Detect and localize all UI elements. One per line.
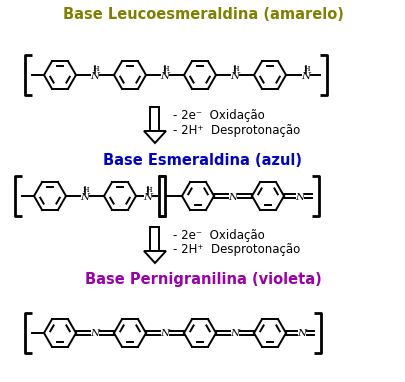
Text: - 2H⁺  Desprotonação: - 2H⁺ Desprotonação xyxy=(173,123,300,136)
Text: N: N xyxy=(160,71,169,81)
Text: - 2e⁻  Oxidação: - 2e⁻ Oxidação xyxy=(173,108,264,121)
Text: N: N xyxy=(90,330,99,338)
Text: N: N xyxy=(230,330,239,338)
Polygon shape xyxy=(144,251,166,263)
Text: H: H xyxy=(83,186,89,194)
Text: H: H xyxy=(232,65,239,73)
Text: Base Leucoesmeraldina (amarelo): Base Leucoesmeraldina (amarelo) xyxy=(62,7,343,22)
Text: N: N xyxy=(297,330,306,338)
Text: H: H xyxy=(303,65,309,73)
Text: - 2e⁻  Oxidação: - 2e⁻ Oxidação xyxy=(173,228,264,241)
Text: N: N xyxy=(295,193,304,201)
Polygon shape xyxy=(150,107,159,131)
Text: N: N xyxy=(80,193,90,201)
Text: - 2H⁺  Desprotonação: - 2H⁺ Desprotonação xyxy=(173,243,300,256)
Polygon shape xyxy=(144,131,166,143)
Text: H: H xyxy=(145,186,152,194)
Text: H: H xyxy=(162,65,169,73)
Text: Base Esmeraldina (azul): Base Esmeraldina (azul) xyxy=(103,153,302,168)
Text: N: N xyxy=(301,71,310,81)
Text: N: N xyxy=(90,71,99,81)
Text: N: N xyxy=(230,71,239,81)
Text: N: N xyxy=(160,330,169,338)
Text: N: N xyxy=(143,193,152,201)
Polygon shape xyxy=(150,227,159,251)
Text: Base Pernigranilina (violeta): Base Pernigranilina (violeta) xyxy=(84,272,321,287)
Text: N: N xyxy=(228,193,237,201)
Text: H: H xyxy=(92,65,99,73)
